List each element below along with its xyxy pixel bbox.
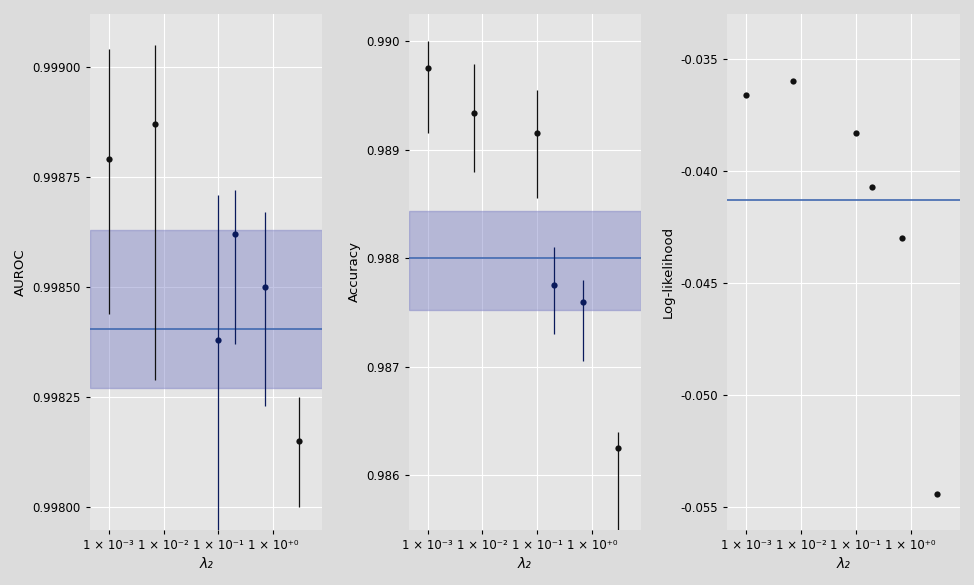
Bar: [409, 211, 641, 310]
Y-axis label: AUROC: AUROC: [14, 248, 27, 295]
Y-axis label: Accuracy: Accuracy: [348, 241, 360, 302]
Bar: [90, 230, 322, 388]
Y-axis label: Log-likelihood: Log-likelihood: [662, 226, 675, 318]
X-axis label: λ₂: λ₂: [518, 557, 532, 571]
X-axis label: λ₂: λ₂: [837, 557, 850, 571]
X-axis label: λ₂: λ₂: [200, 557, 213, 571]
